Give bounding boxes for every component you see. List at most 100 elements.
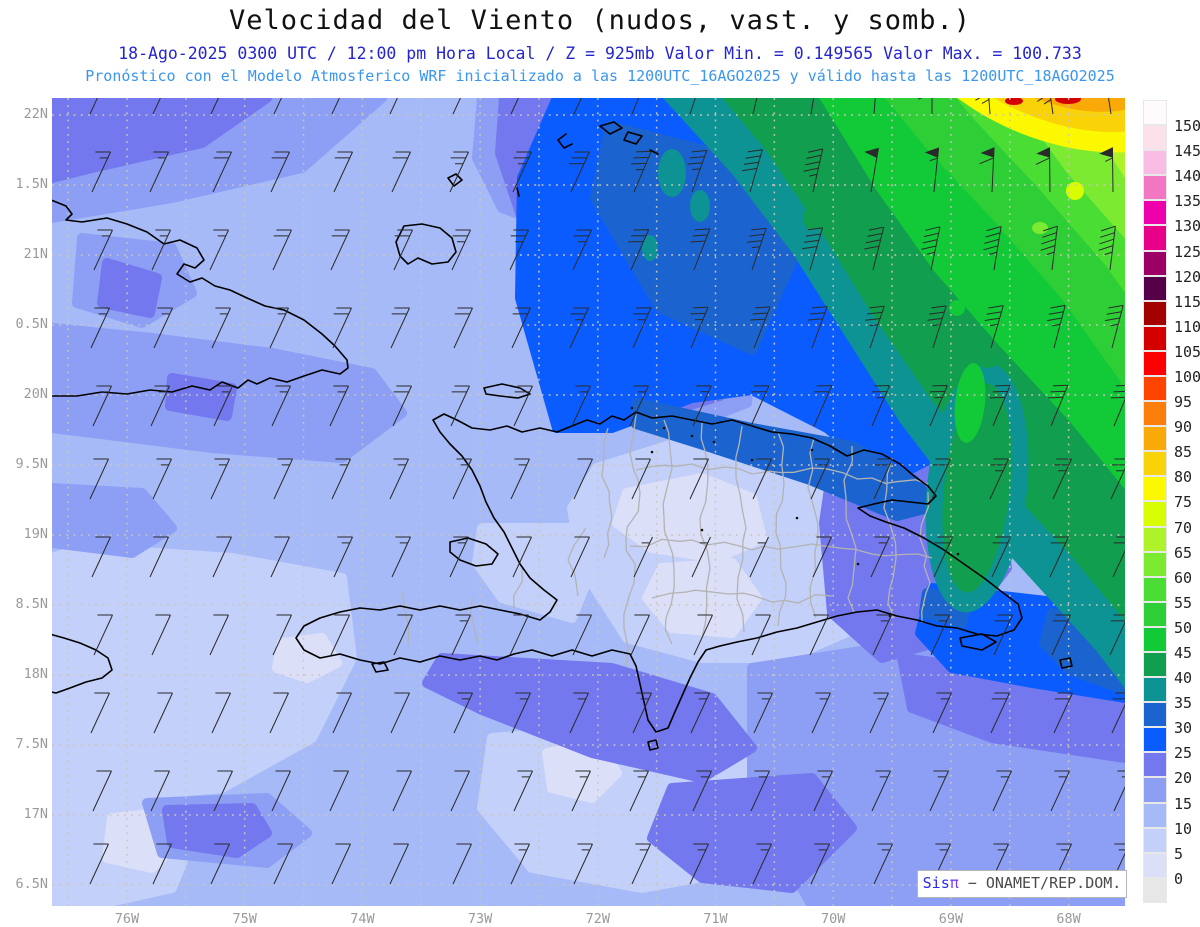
colorbar-tick-label: 5 [1174,844,1184,863]
colorbar-tick-label: 145 [1174,142,1200,161]
ile-a-vache [371,661,389,673]
attribution-dash: − [958,874,986,892]
lat-label: 22N [23,106,48,122]
colorbar-cell [1143,350,1167,376]
colorbar-cell [1143,501,1167,527]
colorbar-tick-label: 150 [1174,117,1200,136]
colorbar-cell [1143,551,1167,577]
colorbar-cell [1143,802,1167,828]
colorbar-cell [1143,426,1167,452]
lon-label: 71W [703,911,728,927]
colorbar-tick-label: 130 [1174,217,1200,236]
province-borders [401,413,933,667]
lat-label: 7.5N [15,736,48,752]
hispaniola-coastline [295,411,1023,733]
lat-label: 19N [23,526,48,542]
lat-label: 17N [23,806,48,822]
page-title: Velocidad del Viento (nudos, vast. y som… [229,5,971,36]
subtitle-model: Pronóstico con el Modelo Atmosferico WRF… [85,67,1115,85]
wind-barbs-layer [89,98,1125,885]
colorbar-tick-label: 15 [1174,794,1193,813]
beata-islet [647,739,659,751]
colorbar-cell [1143,250,1167,276]
attribution-box: Sisπ − ONAMET/REP.DOM. [917,870,1127,898]
colorbar-tick-label: 25 [1174,744,1193,763]
colorbar-cell [1143,702,1167,728]
colorbar-cell [1143,451,1167,477]
colorbar-tick-label: 30 [1174,719,1193,738]
tortuga-island [483,383,531,399]
colorbar-cell [1143,877,1167,903]
colorbar-tick-label: 105 [1174,342,1200,361]
gonave-island [449,537,499,567]
colorbar-tick-label: 65 [1174,543,1193,562]
wind-map-canvas [52,98,1125,906]
colorbar-cell [1143,677,1167,703]
colorbar-cell [1143,852,1167,878]
brand-label: Sis [922,874,950,892]
colorbar-cell [1143,300,1167,326]
lat-label: 21N [23,246,48,262]
lat-label: 6.5N [15,876,48,892]
colorbar-tick-label: 125 [1174,242,1200,261]
cuba-coastline [52,199,349,397]
colorbar-cell [1143,225,1167,251]
mona-island [1059,657,1073,669]
colorbar-cell [1143,401,1167,427]
colorbar-cell [1143,526,1167,552]
lon-label: 75W [232,911,257,927]
lon-label: 70W [820,911,846,927]
colorbar-tick-label: 85 [1174,443,1193,462]
colorbar-tick-label: 95 [1174,393,1193,412]
colorbar-tick-label: 60 [1174,568,1193,587]
lon-label: 68W [1056,911,1081,927]
colorbar-tick-label: 20 [1174,769,1193,788]
colorbar-tick-label: 120 [1174,267,1200,286]
little-inagua [447,173,463,187]
colorbar-tick-label: 50 [1174,618,1193,637]
colorbar-tick-label: 100 [1174,367,1200,386]
coastlines [52,121,1073,751]
colorbar-tick-label: 110 [1174,317,1200,336]
colorbar-tick-label: 70 [1174,518,1193,537]
colorbar-cell [1143,200,1167,226]
lat-label: 0.5N [15,316,48,332]
colorbar-cell [1143,651,1167,678]
map-plot-area [52,98,1125,906]
jamaica-coastline [52,633,113,694]
colorbar-cell [1143,777,1167,803]
colorbar-tick-label: 45 [1174,643,1193,662]
subtitle-validtime: 18-Ago-2025 0300 UTC / 12:00 pm Hora Loc… [118,44,1082,63]
colorbar-cell [1143,601,1167,627]
colorbar-tick-label: 10 [1174,819,1193,838]
saona-island [959,633,997,651]
lon-label: 76W [114,911,140,927]
great-inagua [395,223,457,265]
lon-label: 74W [350,911,375,927]
colorbar-tick-label: 140 [1174,167,1200,186]
turks-caicos [516,121,659,197]
colorbar-tick-label: 90 [1174,418,1193,437]
lon-label: 73W [467,911,493,927]
attribution-org: ONAMET/REP.DOM. [985,874,1122,892]
colorbar-cell [1143,576,1167,602]
colorbar-tick-label: 35 [1174,694,1193,713]
colorbar-cell [1143,375,1167,402]
lat-label: 18N [23,666,48,682]
colorbar-cell [1143,626,1167,652]
colorbar-tick-label: 80 [1174,468,1193,487]
pi-glyph: π [949,874,959,892]
colorbar-tick-label: 55 [1174,593,1193,612]
lat-label: 9.5N [15,456,48,472]
colorbar-tick-label: 0 [1174,869,1184,888]
colorbar-tick-label: 135 [1174,192,1200,211]
colorbar-cell [1143,476,1167,502]
colorbar-cell [1143,752,1167,778]
lon-label: 69W [938,911,964,927]
latlon-gridlines [52,98,1125,906]
lon-label: 72W [585,911,610,927]
lat-label: 1.5N [15,176,48,192]
colorbar-tick-label: 115 [1174,292,1200,311]
colorbar-cell [1143,100,1167,126]
